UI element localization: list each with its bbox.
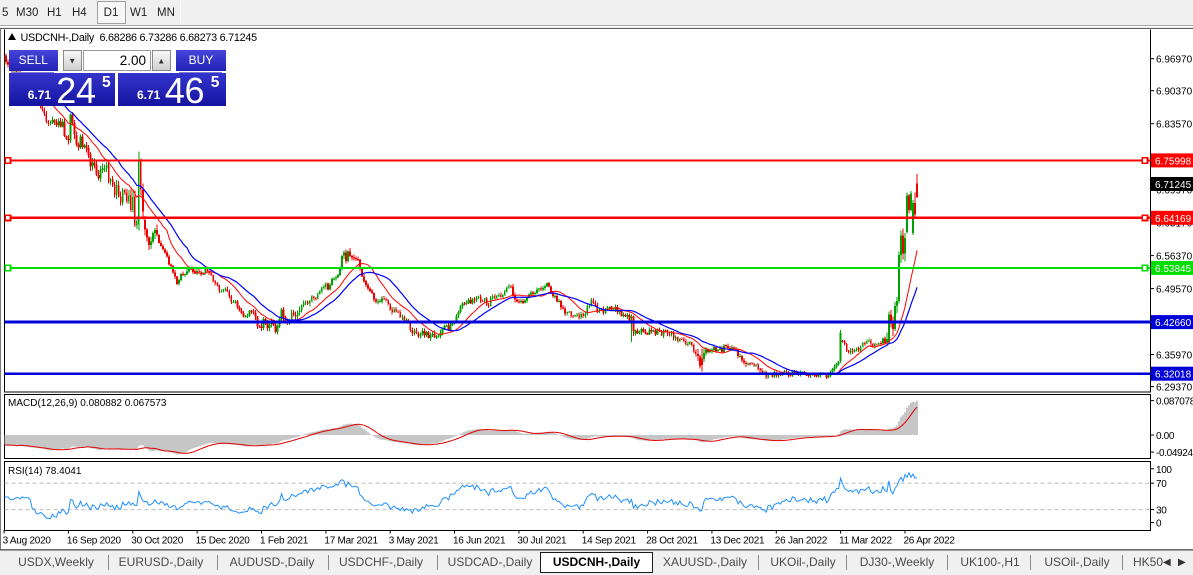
svg-text:6.35970: 6.35970 xyxy=(1156,351,1193,362)
svg-text:6.29370: 6.29370 xyxy=(1156,383,1193,394)
svg-text:17 Mar 2021: 17 Mar 2021 xyxy=(324,536,378,547)
svg-text:30: 30 xyxy=(1156,506,1167,517)
svg-text:16 Jun 2021: 16 Jun 2021 xyxy=(453,536,506,547)
svg-text:3 Aug 2020: 3 Aug 2020 xyxy=(3,536,52,547)
svg-text:0.00: 0.00 xyxy=(1156,431,1175,442)
svg-text:3 May 2021: 3 May 2021 xyxy=(389,536,439,547)
svg-text:30 Jul 2021: 30 Jul 2021 xyxy=(517,536,567,547)
svg-text:70: 70 xyxy=(1156,479,1167,490)
svg-text:6.53845: 6.53845 xyxy=(1155,264,1192,275)
svg-text:1 Feb 2021: 1 Feb 2021 xyxy=(260,536,309,547)
svg-text:0: 0 xyxy=(1156,519,1162,530)
svg-text:6.75998: 6.75998 xyxy=(1155,156,1192,167)
svg-text:11 Mar 2022: 11 Mar 2022 xyxy=(839,536,892,547)
svg-text:13 Dec 2021: 13 Dec 2021 xyxy=(710,536,765,547)
svg-text:15 Dec 2020: 15 Dec 2020 xyxy=(196,536,251,547)
svg-text:-0.049247: -0.049247 xyxy=(1156,448,1193,459)
svg-text:6.42660: 6.42660 xyxy=(1155,318,1192,329)
svg-text:30 Oct 2020: 30 Oct 2020 xyxy=(131,536,183,547)
svg-text:6.49570: 6.49570 xyxy=(1156,285,1193,296)
svg-text:26 Jan 2022: 26 Jan 2022 xyxy=(775,536,828,547)
svg-text:6.69970: 6.69970 xyxy=(1156,186,1193,197)
svg-text:16 Sep 2020: 16 Sep 2020 xyxy=(67,536,122,547)
svg-text:MACD(12,26,9) 0.080882 0.06757: MACD(12,26,9) 0.080882 0.067573 xyxy=(8,398,167,409)
svg-text:6.96970: 6.96970 xyxy=(1156,55,1193,66)
svg-text:6.83570: 6.83570 xyxy=(1156,120,1193,131)
svg-text:RSI(14) 78.4041: RSI(14) 78.4041 xyxy=(8,466,82,477)
svg-text:6.32018: 6.32018 xyxy=(1155,370,1192,381)
svg-text:6.56370: 6.56370 xyxy=(1156,252,1193,263)
svg-text:28 Oct 2021: 28 Oct 2021 xyxy=(646,536,698,547)
svg-text:26 Apr 2022: 26 Apr 2022 xyxy=(904,536,956,547)
svg-text:14 Sep 2021: 14 Sep 2021 xyxy=(582,536,637,547)
svg-text:6.64169: 6.64169 xyxy=(1155,214,1192,225)
svg-text:6.90370: 6.90370 xyxy=(1156,87,1193,98)
svg-text:6.71245: 6.71245 xyxy=(1155,180,1192,191)
svg-text:0.087078: 0.087078 xyxy=(1156,397,1193,408)
svg-text:100: 100 xyxy=(1156,465,1172,476)
